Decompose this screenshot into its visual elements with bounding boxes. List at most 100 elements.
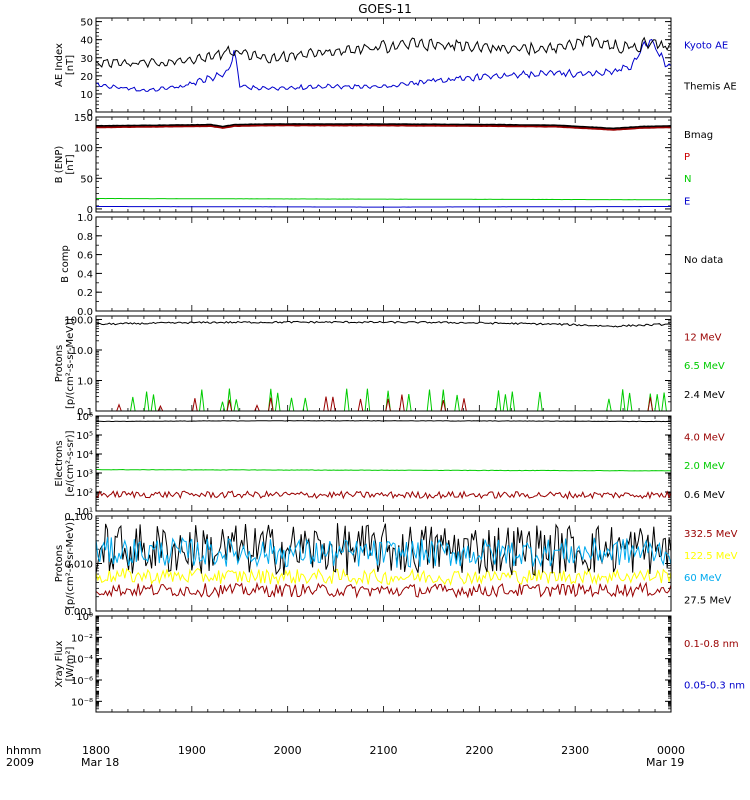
legend-entry: 12 MeV [684,332,722,343]
legend-entry: 0.1-0.8 nm [684,639,739,650]
panel-frame [95,615,672,713]
y-tick-label: 0 [87,108,93,119]
y-tick-label: 10⁴ [76,450,93,461]
series-line-122-5-mev [96,567,671,586]
series-line-bmag [96,123,671,130]
x-tick-label: 2300 [561,744,589,757]
y-tick-label: 10⁵ [76,431,93,442]
y-tick-label: 0.4 [77,269,93,280]
y-axis-label: [nT] [65,55,76,75]
series-group [96,523,671,599]
x-tick-label: 1900 [178,744,206,757]
x-tick-label: 2200 [465,744,493,757]
panel-2: 0 50 100 150 B (ENP) [nT] Bmag PNE [54,113,713,216]
panel-frame [95,515,672,612]
legend-entry: No data [684,255,723,266]
legend-entry: 60 MeV [684,573,722,584]
series-line-12-mev [96,394,669,411]
year-label: 2009 [6,756,34,769]
series-line-2-4-mev [96,320,671,328]
legend-entry: 27.5 MeV [684,595,731,606]
legend-entry: 4.0 MeV [684,432,725,443]
y-axis-label: [e/(cm²-s-sr)] [65,430,76,496]
chart-title: GOES-11 [358,2,412,16]
legend-entry: 0.6 MeV [684,490,725,501]
y-axis-label: B comp [60,245,71,283]
y-tick-label: 0.0 [77,307,93,318]
legend-entry: Bmag [684,130,713,141]
series-line-27-5-mev [96,523,671,577]
start-date-label: Mar 18 [81,756,119,769]
series-line-n [96,198,671,201]
legend-entry: 6.5 MeV [684,361,725,372]
time-axis: hhmm 2009 Mar 18 Mar 19 1800 1900 2000 2100… [6,744,685,769]
y-axis-label: [p/(cm²-s-sr-MeV)] [65,518,76,609]
y-tick-label: 10⁻² [71,633,93,644]
x-tick-label: 2100 [370,744,398,757]
series-line-60-mev [96,536,671,568]
legend-entry: N [684,174,691,185]
y-axis-label: [p/(cm²-s-sr-MeV)] [65,318,76,409]
series-group [96,35,671,92]
panel-7: 10⁻⁸ 10⁻⁶ 10⁻⁴ 10⁻² 10⁰ Xray Flux [W/m²] 0.1-0.… [54,612,745,713]
legend-entry: Kyoto AE [684,40,728,51]
x-tick-label: 2000 [274,744,302,757]
y-tick-label: 0.2 [77,288,93,299]
x-tick-label: 0000 [657,744,685,757]
y-tick-label: 10⁻⁸ [71,697,93,708]
series-line-332-5-mev [96,581,671,599]
legend-entry: 332.5 MeV [684,529,738,540]
panel-frame [95,116,672,213]
panel-frame [95,415,672,512]
x-tick-label: 1800 [82,744,110,757]
panel-1: 0 10 20 30 40 50 AE Index [nT] Kyoto AE Themis AE [54,17,737,119]
y-axis-label: B (ENP) [54,146,65,184]
series-line-0-6-mev [96,420,671,423]
series-line-kyoto-ae [96,38,671,92]
y-tick-label: 10³ [76,469,93,480]
panel-3: 0.0 0.2 0.4 0.6 0.8 1.0 B comp No data [60,213,723,318]
y-tick-label: 150 [74,113,93,124]
y-tick-label: 20 [80,72,93,83]
hhmm-label: hhmm [6,744,41,757]
y-tick-label: 0.6 [77,251,93,262]
series-line-e [96,205,671,208]
y-axis-label: Xray Flux [54,640,65,687]
legend-entry: 2.0 MeV [684,461,725,472]
y-tick-label: 10⁰ [76,612,93,623]
panel-6: 0.001 0.010 0.100 Protons [p/(cm²-s-sr-MeV)]… [54,512,738,618]
y-tick-label: 10⁻⁶ [71,676,93,687]
legend-entry: 0.05-0.3 nm [684,681,745,692]
y-tick-label: 100 [74,144,93,155]
series-line-p [96,124,671,131]
y-tick-label: 0.1 [77,407,93,418]
y-tick-label: 100.0 [64,315,93,326]
panel-frame [95,315,672,412]
y-tick-label: 10¹ [76,507,93,518]
y-axis-label: AE Index [54,43,65,87]
legend-entry: 2.4 MeV [684,390,725,401]
panel-frame [95,17,672,113]
panel-5: 10¹ 10² 10³ 10⁴ 10⁵ 10⁶ Electrons [e/(cm²-s-sr)… [54,412,725,518]
y-tick-label: 10⁻⁴ [71,655,93,666]
y-tick-label: 30 [80,54,93,65]
series-line-themis-ae [96,35,671,69]
y-tick-label: 0.010 [64,560,93,571]
y-tick-label: 10 [80,90,93,101]
legend-entry: E [684,196,690,207]
y-tick-label: 0.8 [77,232,93,243]
y-tick-label: 1.0 [77,376,93,387]
y-tick-label: 50 [80,18,93,29]
series-line-6-5-mev [96,388,669,411]
y-axis-label: [nT] [65,154,76,174]
y-axis-label: Electrons [54,440,65,486]
series-group [96,420,671,500]
y-tick-label: 0 [87,205,93,216]
y-tick-label: 0.001 [64,607,93,618]
y-tick-label: 10.0 [71,346,93,357]
y-axis-label: [W/m²] [65,646,76,681]
y-tick-label: 10² [76,488,93,499]
y-tick-label: 10⁶ [76,412,93,423]
